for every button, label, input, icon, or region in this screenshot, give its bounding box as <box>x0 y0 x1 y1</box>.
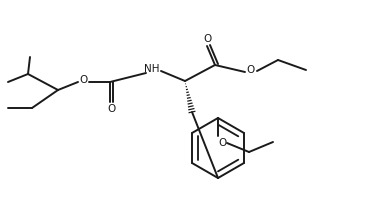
Text: O: O <box>107 104 115 114</box>
Text: O: O <box>247 65 255 75</box>
Text: O: O <box>79 75 87 85</box>
Text: NH: NH <box>144 64 160 74</box>
Text: O: O <box>219 138 227 148</box>
Text: O: O <box>204 34 212 44</box>
